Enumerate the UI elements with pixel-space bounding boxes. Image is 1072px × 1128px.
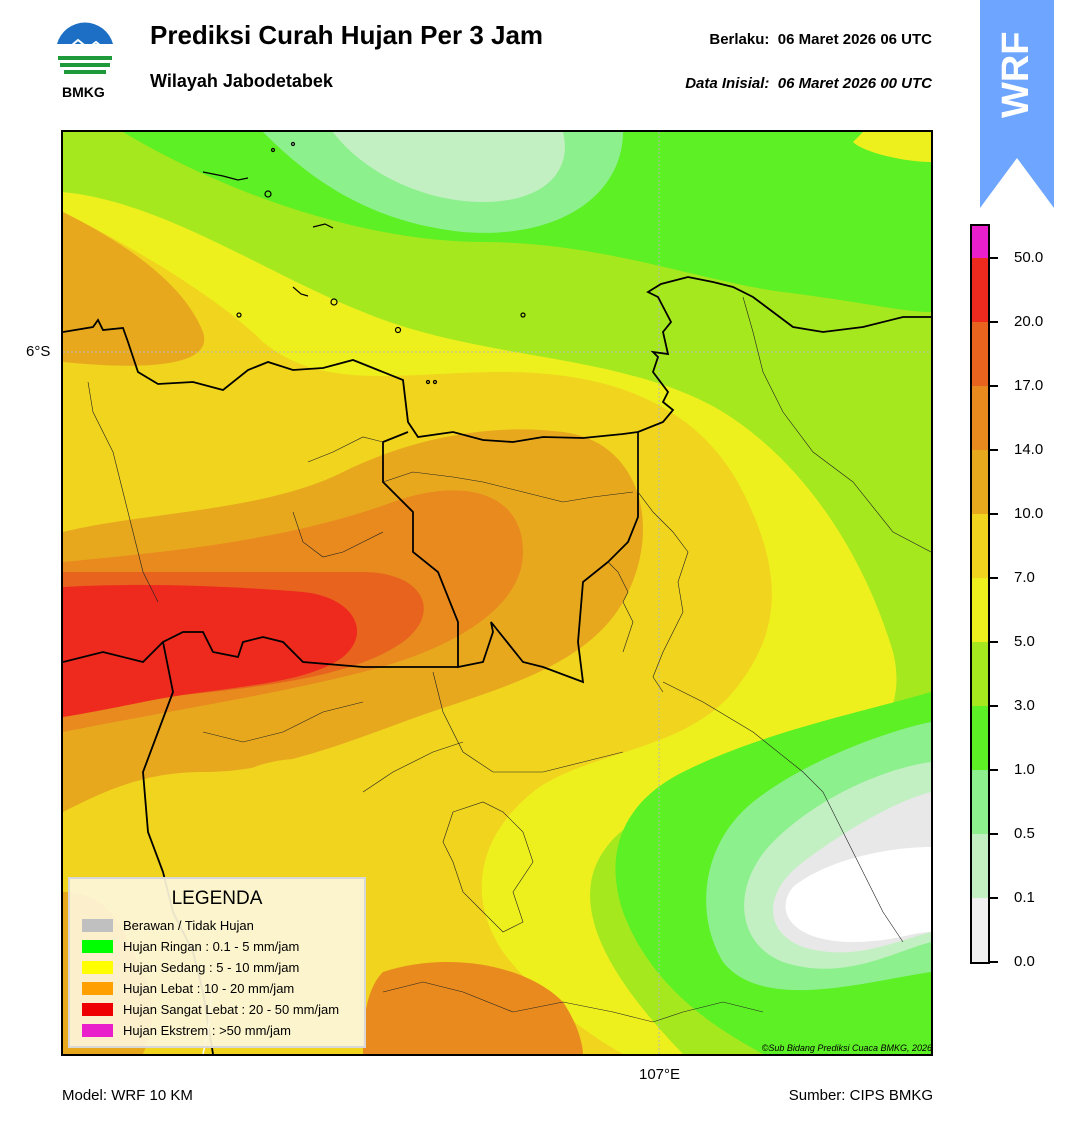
- province-border-jakarta: [382, 431, 639, 684]
- lon-label: 107°E: [639, 1066, 681, 1083]
- rain-zone-orange-south: [363, 962, 583, 1054]
- legend-item-moderate-rain: Hujan Sedang : 5 - 10 mm/jam: [82, 959, 299, 975]
- colorbar-tick-label: 1.0: [1014, 761, 1035, 778]
- colorbar-tick: [990, 641, 998, 643]
- page-title: Prediksi Curah Hujan Per 3 Jam: [150, 20, 544, 50]
- colorbar-segment: [972, 258, 988, 322]
- legend-item-very-heavy-rain: Hujan Sangat Lebat : 20 - 50 mm/jam: [82, 1001, 339, 1017]
- colorbar-tick-label: 14.0: [1014, 441, 1044, 458]
- legend-label: Berawan / Tidak Hujan: [123, 917, 254, 933]
- colorbar-segment: [972, 578, 988, 642]
- legend-item-cloudy: Berawan / Tidak Hujan: [82, 917, 254, 933]
- colorbar-tick: [990, 321, 998, 323]
- init-time-value: 06 Maret 2026 00 UTC: [777, 75, 932, 92]
- colorbar-tick-label: 5.0: [1014, 633, 1035, 650]
- colorbar-segment: [972, 642, 988, 706]
- colorbar-tick-label: 7.0: [1014, 569, 1035, 586]
- colorbar-segment: [972, 450, 988, 514]
- bmkg-logo: [52, 20, 118, 84]
- init-time: Data Inisial: 06 Maret 2026 00 UTC: [685, 75, 932, 92]
- legend-item-heavy-rain: Hujan Lebat : 10 - 20 mm/jam: [82, 980, 294, 996]
- legend-item-light-rain: Hujan Ringan : 0.1 - 5 mm/jam: [82, 938, 299, 954]
- colorbar-tick: [990, 961, 998, 963]
- legend-swatch: [82, 1002, 113, 1016]
- model-tab-label: WRF: [995, 31, 1037, 119]
- valid-time: Berlaku: 06 Maret 2026 06 UTC: [709, 31, 932, 48]
- logo-text: BMKG: [62, 84, 105, 100]
- colorbar-tick: [990, 897, 998, 899]
- colorbar-tick: [990, 513, 998, 515]
- rain-zone-orange-nw: [63, 212, 205, 366]
- colorbar-tick-label: 20.0: [1014, 313, 1044, 330]
- colorbar-segment: [972, 834, 988, 898]
- colorbar-tick-label: 50.0: [1014, 249, 1044, 266]
- rain-zone-top-right-yellow: [853, 132, 931, 162]
- legend-swatch: [82, 960, 113, 974]
- valid-time-label: Berlaku:: [709, 31, 770, 48]
- legend-label: Hujan Ringan : 0.1 - 5 mm/jam: [123, 938, 300, 954]
- legend-label: Hujan Lebat : 10 - 20 mm/jam: [123, 980, 295, 996]
- legend-item-extreme-rain: Hujan Ekstrem : >50 mm/jam: [82, 1022, 291, 1038]
- colorbar-tick: [990, 769, 998, 771]
- legend-label: Hujan Ekstrem : >50 mm/jam: [123, 1022, 291, 1038]
- colorbar-tick-label: 3.0: [1014, 697, 1035, 714]
- colorbar-segment: [972, 514, 988, 578]
- page-subtitle: Wilayah Jabodetabek: [150, 71, 333, 91]
- colorbar-tick-label: 10.0: [1014, 505, 1044, 522]
- model-tab: [980, 0, 1054, 208]
- legend-swatch: [82, 918, 113, 932]
- colorbar-segment: [972, 706, 988, 770]
- source-info: Sumber: CIPS BMKG: [788, 1087, 933, 1104]
- legend-swatch: [82, 1023, 113, 1037]
- model-info: Model: WRF 10 KM: [62, 1087, 193, 1104]
- rain-zone-se-white: [785, 847, 931, 942]
- colorbar-segment: [972, 322, 988, 386]
- colorbar-tick: [990, 257, 998, 259]
- colorbar-tick-label: 0.0: [1014, 953, 1035, 970]
- legend: LEGENDA Berawan / Tidak Hujan Hujan Ring…: [68, 877, 366, 1048]
- colorbar-tick: [990, 449, 998, 451]
- colorbar-segment: [972, 226, 988, 258]
- legend-swatch: [82, 981, 113, 995]
- regency-borders: [87, 296, 931, 1023]
- lat-label: 6°S: [26, 343, 51, 360]
- colorbar: [970, 224, 990, 964]
- legend-label: Hujan Sangat Lebat : 20 - 50 mm/jam: [123, 1001, 340, 1017]
- colorbar-tick: [990, 705, 998, 707]
- colorbar-segment: [972, 386, 988, 450]
- colorbar-tick-label: 0.1: [1014, 889, 1035, 906]
- colorbar-tick: [990, 577, 998, 579]
- rain-zone-red: [63, 584, 358, 717]
- valid-time-value: 06 Maret 2026 06 UTC: [777, 31, 932, 48]
- colorbar-tick: [990, 385, 998, 387]
- legend-title: LEGENDA: [171, 888, 263, 909]
- colorbar-tick: [990, 833, 998, 835]
- islands: [202, 141, 526, 385]
- colorbar-tick-label: 17.0: [1014, 377, 1044, 394]
- colorbar-segment: [972, 770, 988, 834]
- init-time-label: Data Inisial:: [685, 75, 770, 92]
- map-credit: ©Sub Bidang Prediksi Cuaca BMKG, 2026: [761, 1043, 932, 1053]
- province-border-banten: [63, 631, 458, 668]
- colorbar-tick-label: 0.5: [1014, 825, 1035, 842]
- coastline: [63, 276, 931, 443]
- legend-swatch: [82, 939, 113, 953]
- rain-zone-very-pale-green: [333, 132, 565, 202]
- colorbar-segment: [972, 898, 988, 962]
- legend-label: Hujan Sedang : 5 - 10 mm/jam: [123, 959, 300, 975]
